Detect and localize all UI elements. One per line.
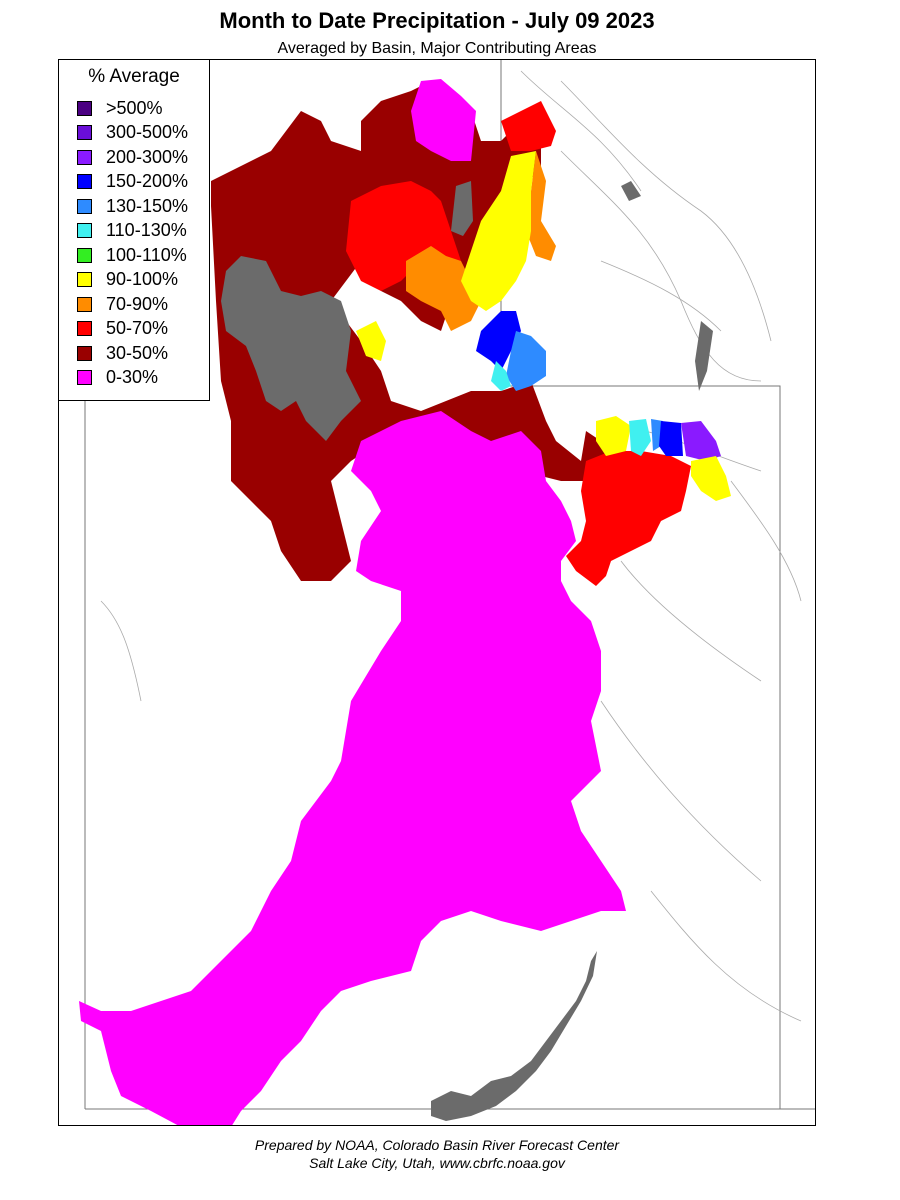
legend-label: 110-130%	[106, 220, 187, 240]
basin-map	[79, 60, 815, 1125]
legend-label: 200-300%	[106, 146, 189, 167]
map-title: Month to Date Precipitation - July 09 20…	[219, 8, 655, 33]
basin-no-data-west	[221, 256, 361, 441]
legend-item: 200-300%	[77, 146, 188, 168]
legend-label: 130-150%	[106, 195, 189, 216]
legend-item: 130-150%	[77, 195, 188, 217]
legend-item: 50-70%	[77, 318, 168, 340]
legend-swatch	[77, 321, 92, 336]
legend-item: >500%	[77, 97, 163, 119]
credit-line-1: Prepared by NOAA, Colorado Basin River F…	[254, 1137, 620, 1153]
basin-no-data-north	[451, 181, 473, 236]
basin-region-90-100-west	[356, 321, 386, 361]
legend-item: 150-200%	[77, 171, 188, 193]
basin-region-150-200	[476, 311, 521, 371]
legend-swatch	[77, 223, 92, 238]
basin-region-90-100-se	[691, 456, 731, 501]
map-legend: % Average >500% 300-500% 200-300% 150-200% 1…	[58, 59, 210, 401]
legend-label: 90-100%	[106, 269, 179, 289]
basin-region-90-100-east	[596, 416, 631, 456]
legend-item: 0-30%	[77, 367, 158, 389]
basin-region-50-70-ne	[501, 101, 556, 151]
basin-region-0-30	[79, 411, 626, 1125]
credit-line-2: Salt Lake City, Utah, www.cbrfc.noaa.gov	[309, 1155, 565, 1171]
legend-label: 100-110%	[106, 244, 187, 265]
basin-region-110-130-east	[629, 419, 651, 456]
basin-polygons	[79, 79, 731, 1125]
legend-swatch	[77, 149, 92, 165]
map-area	[58, 59, 816, 1126]
legend-swatch	[77, 272, 92, 287]
legend-swatch	[77, 198, 92, 214]
legend-label: >500%	[106, 97, 163, 118]
reservoirs	[431, 181, 713, 1121]
legend-label: 150-200%	[106, 171, 189, 191]
legend-label: 300-500%	[106, 122, 189, 142]
basin-region-200-300-east	[681, 421, 721, 461]
legend-swatch	[77, 174, 92, 189]
legend-item: 30-50%	[77, 342, 168, 364]
legend-label: 50-70%	[106, 318, 169, 338]
legend-title: % Average	[88, 66, 180, 87]
basin-region-70-90	[406, 246, 481, 331]
map-subtitle: Averaged by Basin, Major Contributing Ar…	[277, 40, 597, 57]
legend-label: 70-90%	[106, 293, 169, 314]
legend-item: 90-100%	[77, 269, 178, 291]
basin-region-110-130	[491, 361, 511, 391]
basin-region-130-150	[506, 331, 546, 391]
legend-swatch	[77, 100, 92, 116]
legend-item: 100-110%	[77, 244, 187, 266]
legend-label: 30-50%	[106, 342, 169, 363]
basin-region-50-70-east	[566, 451, 691, 586]
basin-region-0-30-north	[411, 79, 476, 161]
basin-region-70-90-east	[526, 151, 556, 261]
legend-swatch	[77, 296, 92, 312]
legend-label: 0-30%	[106, 367, 159, 387]
legend-item: 300-500%	[77, 122, 188, 144]
legend-item: 110-130%	[77, 220, 187, 242]
legend-swatch	[77, 247, 92, 263]
legend-item: 70-90%	[77, 293, 168, 315]
legend-swatch	[77, 125, 92, 140]
basin-region-150-200-east	[659, 421, 683, 456]
lake-powell	[431, 951, 597, 1121]
legend-swatch	[77, 345, 92, 361]
basin-region-90-100	[461, 151, 536, 311]
legend-swatch	[77, 370, 92, 385]
